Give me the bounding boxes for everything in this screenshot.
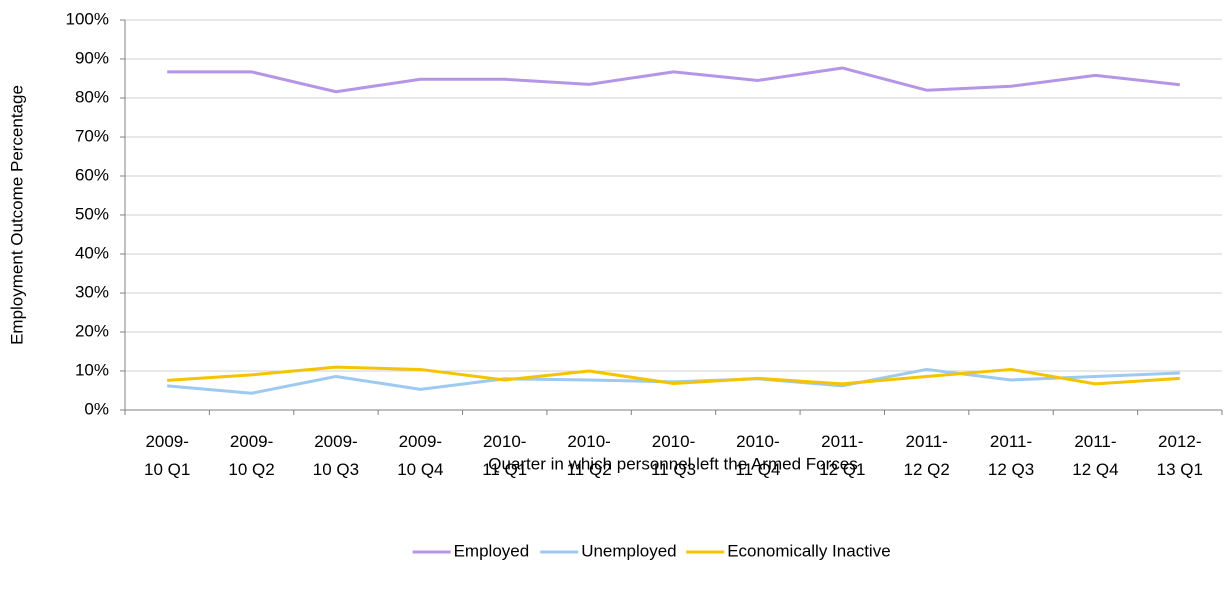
x-tick-label: 2009- 10 Q3 — [312, 432, 360, 479]
line-series — [167, 66, 1180, 94]
line-series — [167, 367, 1180, 395]
x-tick-label: 2009- 10 Q1 — [144, 432, 191, 479]
y-tick-label: 10% — [75, 360, 109, 379]
y-axis-label: Employment Outcome Percentage — [7, 85, 26, 345]
legend-label: Unemployed — [581, 541, 676, 560]
y-tick-label: 60% — [75, 165, 109, 184]
x-tick-label: 2010- 11 Q3 — [650, 432, 697, 479]
x-tick-label: 2010- 11 Q2 — [566, 432, 612, 479]
x-axis-label: Quarter in which personnel left the Arme… — [488, 454, 857, 473]
x-tick-label: 2011- 12 Q1 — [819, 432, 866, 479]
x-tick-label: 2009- 10 Q2 — [228, 432, 275, 479]
y-tick-label: 50% — [75, 204, 109, 223]
y-tick-label: 20% — [75, 321, 109, 340]
x-tick-label: 2010- 11 Q1 — [482, 432, 528, 479]
x-tick-label: 2012- 13 Q1 — [1156, 432, 1203, 479]
legend-label: Economically Inactive — [727, 541, 890, 560]
y-tick-label: 100% — [66, 9, 109, 28]
y-tick-label: 40% — [75, 243, 109, 262]
x-tick-label: 2009- 10 Q4 — [397, 432, 444, 479]
y-tick-label: 90% — [75, 48, 109, 67]
line-series — [167, 365, 1180, 386]
x-tick-label: 2010- 11 Q4 — [735, 432, 781, 479]
y-tick-label: 80% — [75, 87, 109, 106]
x-tick-label: 2011- 12 Q2 — [903, 432, 950, 479]
y-tick-label: 70% — [75, 126, 109, 145]
legend-label: Employed — [454, 541, 530, 560]
x-tick-label: 2011- 12 Q3 — [987, 432, 1035, 479]
y-tick-label: 0% — [84, 399, 109, 418]
y-tick-label: 30% — [75, 282, 109, 301]
x-tick-label: 2011- 12 Q4 — [1072, 432, 1119, 479]
